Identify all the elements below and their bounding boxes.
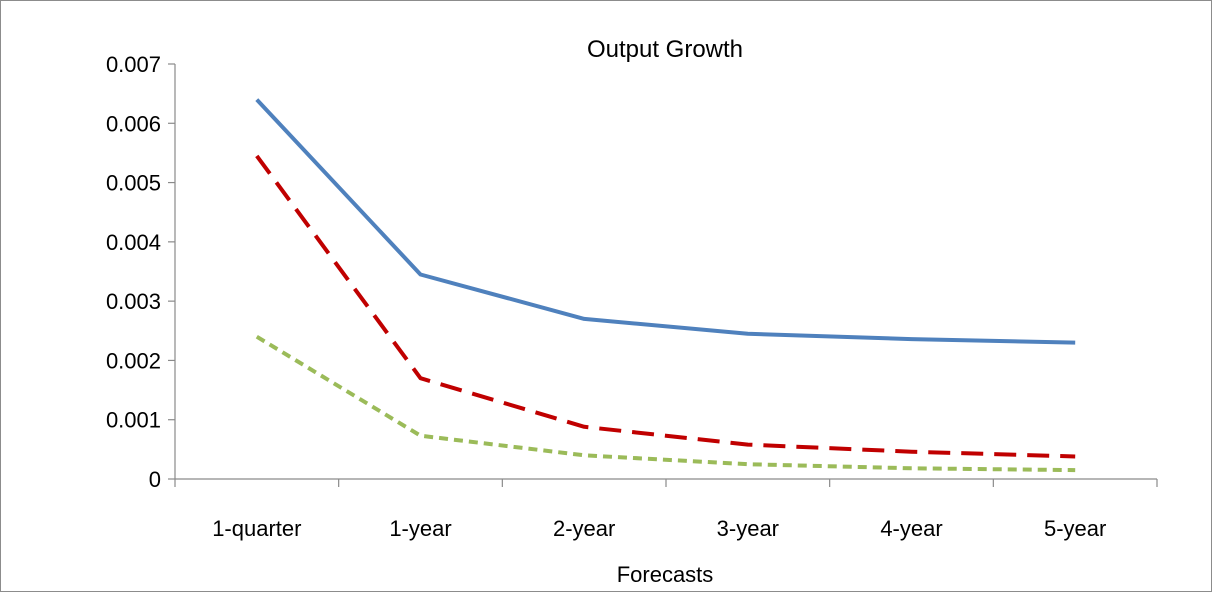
series-line-1 xyxy=(255,98,1076,345)
y-tick-label: 0.004 xyxy=(106,230,161,255)
x-tick-label: 1-year xyxy=(389,516,451,541)
y-tick-label: 0.005 xyxy=(106,171,161,196)
y-tick-label: 0.006 xyxy=(106,111,161,136)
y-tick-label: 0.007 xyxy=(106,52,161,77)
y-axis-ticks: 0 0.001 0.002 0.003 0.004 0.005 0.006 0.007 xyxy=(106,52,175,492)
series-line-2 xyxy=(255,154,1076,459)
x-tick-label: 1-quarter xyxy=(212,516,301,541)
y-tick-label: 0.001 xyxy=(106,408,161,433)
x-tick-label: 5-year xyxy=(1044,516,1106,541)
series-layer xyxy=(255,98,1076,473)
x-tick-label: 3-year xyxy=(717,516,779,541)
chart-title: Output Growth xyxy=(587,36,743,63)
x-tick-label: 2-year xyxy=(553,516,615,541)
x-axis-title: Forecasts xyxy=(617,562,714,587)
y-tick-label: 0.002 xyxy=(106,348,161,373)
x-axis-ticks: 1-quarter 1-year 2-year 3-year 4-year 5-year xyxy=(174,479,1158,541)
y-tick-label: 0 xyxy=(149,467,161,492)
series-line-3 xyxy=(255,334,1076,473)
y-tick-label: 0.003 xyxy=(106,289,161,314)
x-tick-label: 4-year xyxy=(880,516,942,541)
